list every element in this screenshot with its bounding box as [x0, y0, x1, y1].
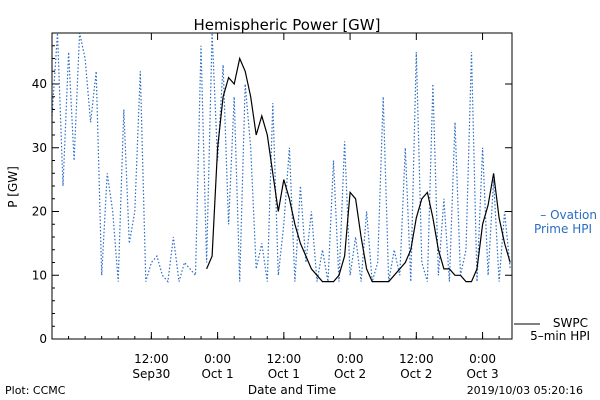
x-tick-label-date: Oct 3 [466, 367, 498, 381]
swpc-hpi-line [206, 56, 511, 283]
y-axis-ticks: 0 10 20 30 40 [32, 32, 512, 346]
plot-area [51, 32, 511, 284]
y-tick-label: 10 [32, 268, 47, 282]
y-tick-label: 20 [32, 205, 47, 219]
x-tick-label-date: Oct 1 [268, 367, 300, 381]
footer-timestamp: 2019/10/03 05:20:16 [467, 384, 583, 397]
y-tick-label: 30 [32, 141, 47, 155]
x-tick-label-date: Oct 2 [334, 367, 366, 381]
legend-swpc-line2: 5–min HPI [530, 329, 590, 343]
x-tick-label-time: 12:00 [399, 352, 434, 366]
x-tick-label-time: 12:00 [134, 352, 169, 366]
x-tick-label-date: Sep30 [132, 367, 170, 381]
x-tick-label-time: 0:00 [204, 352, 231, 366]
x-tick-label-time: 0:00 [337, 352, 364, 366]
x-tick-label-time: 0:00 [469, 352, 496, 366]
legend-swpc-line1: SWPC [553, 316, 588, 330]
y-tick-label: 40 [32, 77, 47, 91]
plot-frame [51, 32, 513, 340]
x-tick-label-date: Oct 1 [201, 367, 233, 381]
footer-plot-credit: Plot: CCMC [5, 384, 66, 397]
x-axis-label: Date and Time [248, 383, 336, 397]
y-tick-label: 0 [39, 332, 47, 346]
legend-ovation-line2: Prime HPI [534, 222, 592, 236]
legend-ovation-line1: – Ovation [540, 208, 597, 222]
chart-title: Hemispheric Power [GW] [194, 16, 381, 34]
ovation-prime-line [51, 32, 511, 284]
x-tick-label-date: Oct 2 [400, 367, 432, 381]
x-tick-label-time: 12:00 [267, 352, 302, 366]
y-axis-label: P [GW] [6, 166, 20, 208]
